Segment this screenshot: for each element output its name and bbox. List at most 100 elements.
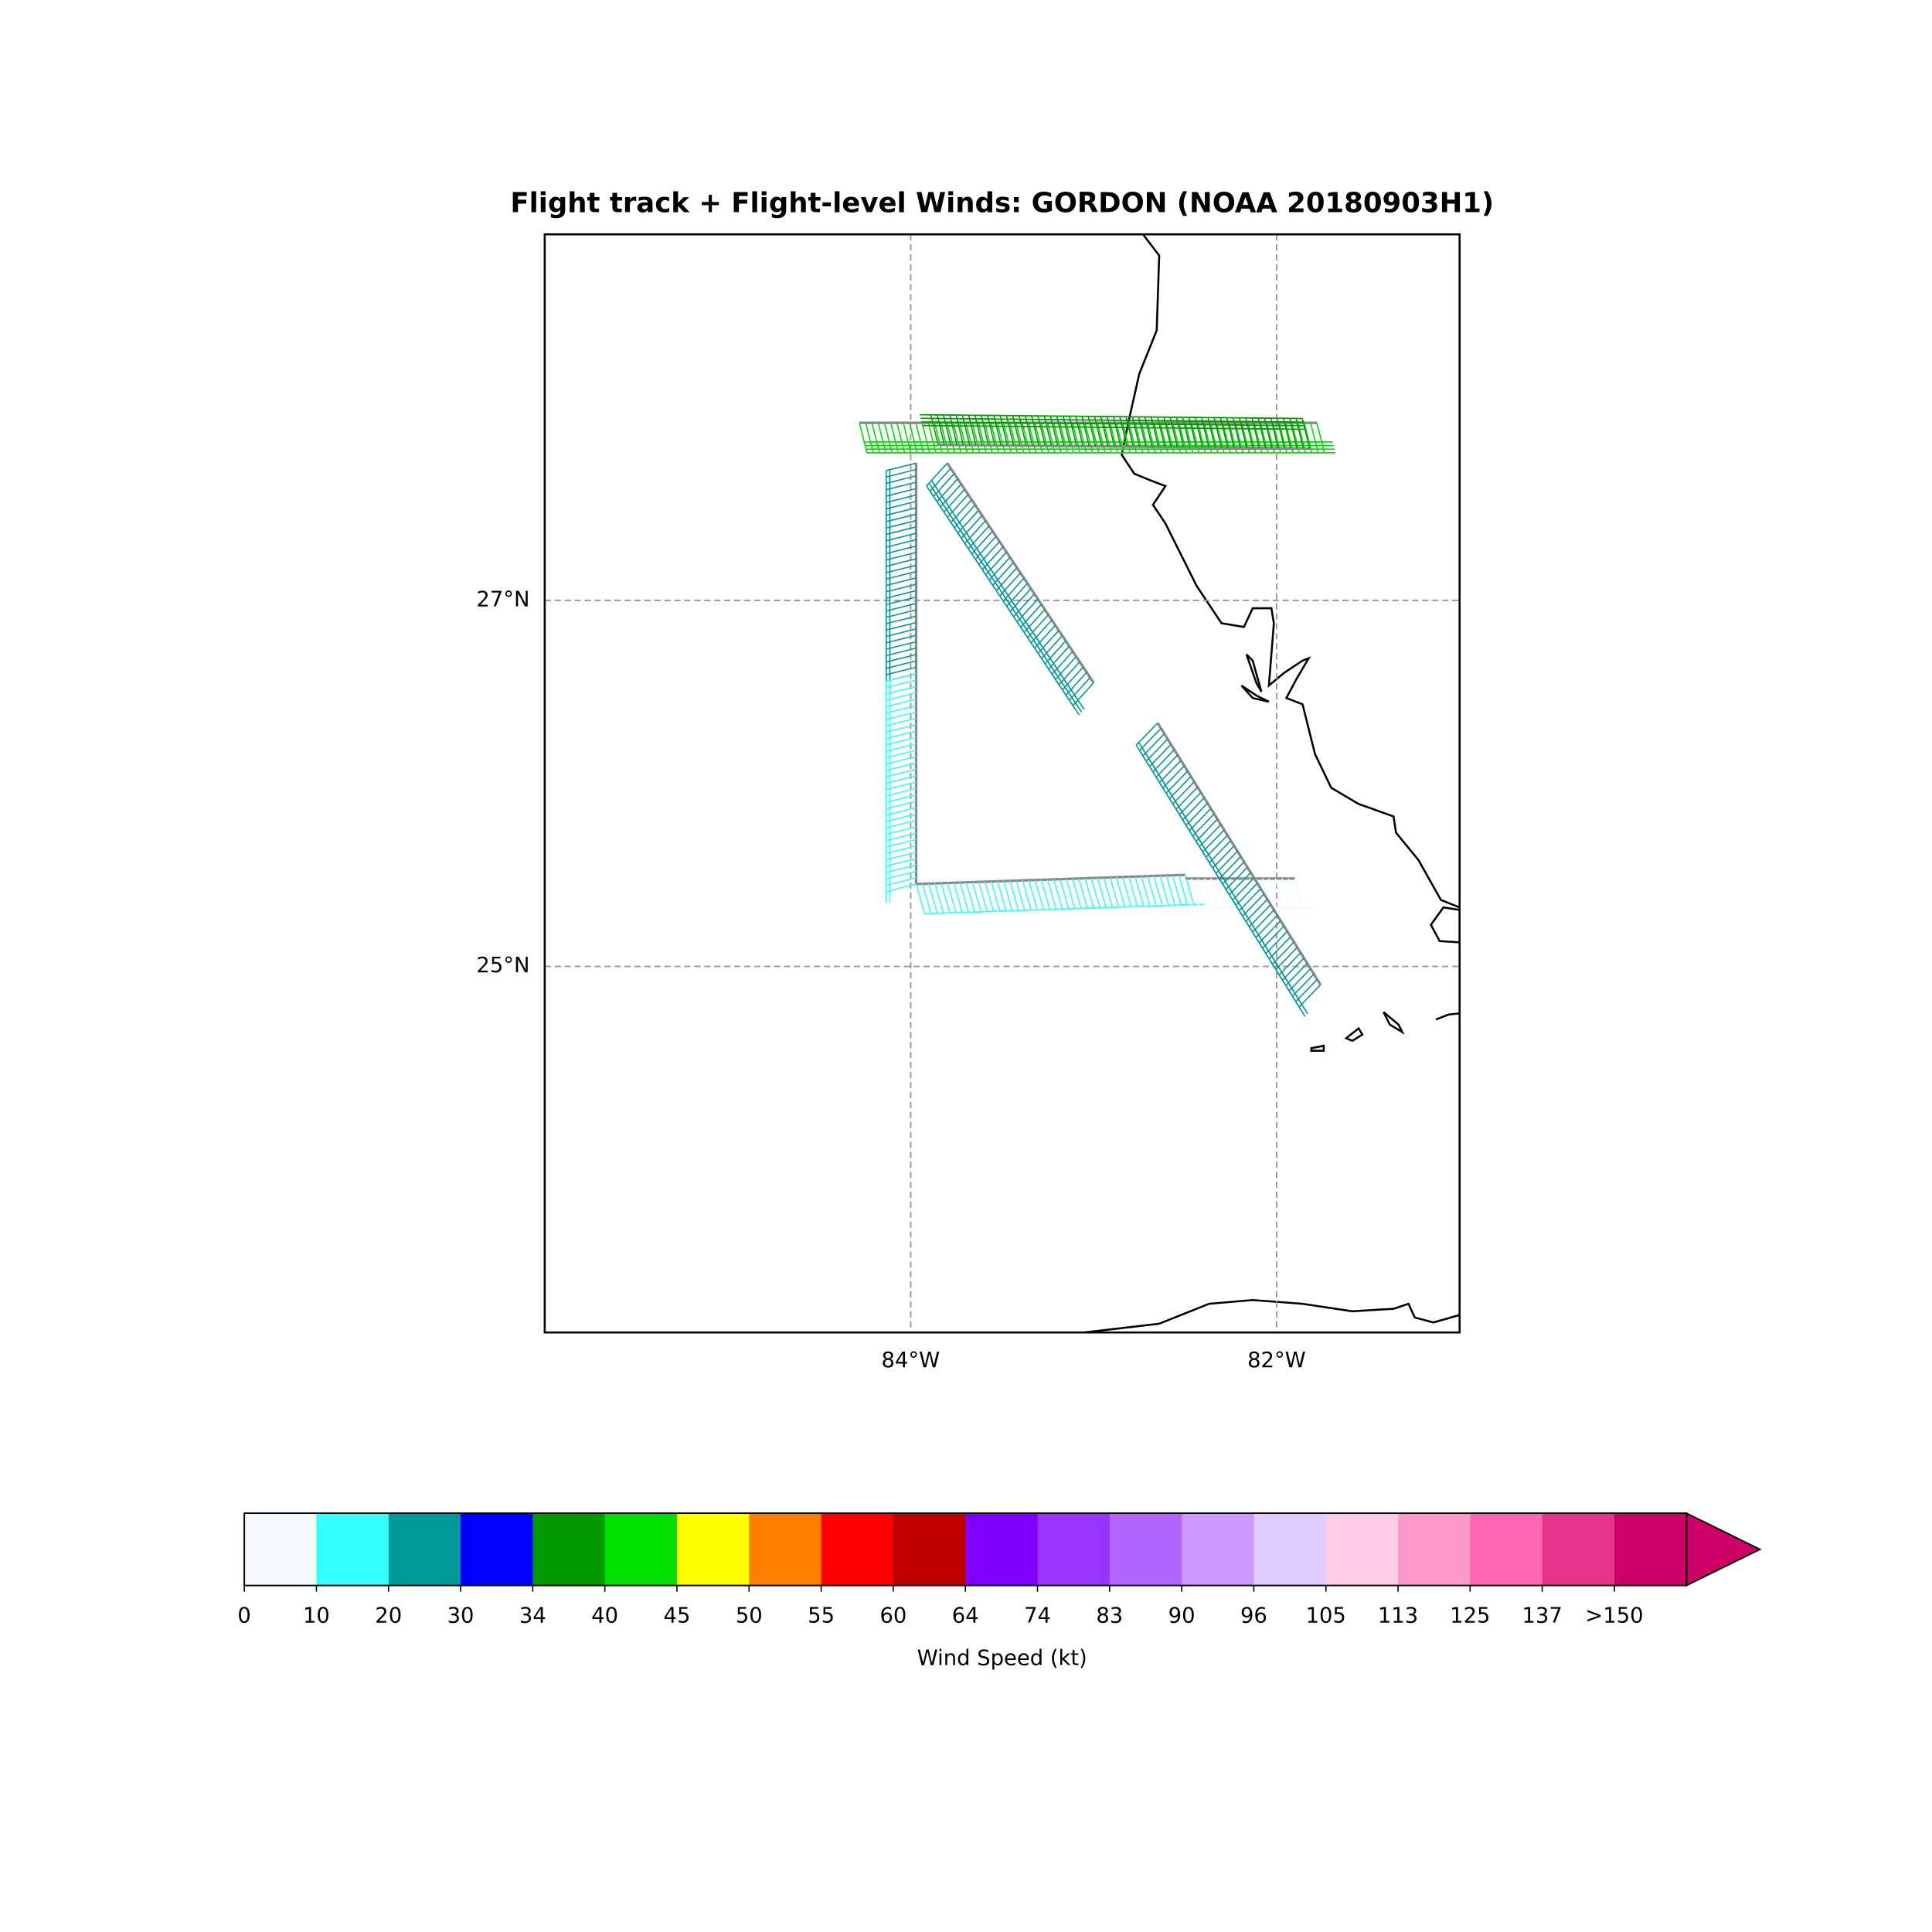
wind-barb <box>988 556 1011 590</box>
wind-barb <box>885 883 917 903</box>
x-tick-label: 82°W <box>1247 1349 1306 1372</box>
colorbar-swatch <box>604 1513 678 1586</box>
wind-barb <box>1097 422 1117 454</box>
wind-barb <box>1044 640 1066 674</box>
wind-barb <box>1070 415 1090 447</box>
wind-barb <box>1184 417 1203 448</box>
wind-barb <box>944 414 964 446</box>
wind-barb <box>1158 416 1179 447</box>
wind-barb <box>1083 415 1103 447</box>
wind-barb <box>1159 422 1179 454</box>
colorbar-tick-label: 10 <box>303 1604 330 1628</box>
wind-barb <box>1078 422 1098 454</box>
wind-barb <box>951 414 971 446</box>
wind-barb <box>871 422 891 454</box>
wind-barb <box>995 567 1018 600</box>
wind-barb <box>1109 422 1129 454</box>
wind-barb <box>1152 416 1172 447</box>
wind-barb <box>1015 422 1036 454</box>
colorbar-tick-label: 60 <box>879 1604 906 1628</box>
wind-barb <box>992 562 1015 595</box>
wind-barb <box>978 422 998 454</box>
wind-barb <box>1046 422 1066 454</box>
map <box>544 233 1461 1334</box>
wind-barb <box>1062 666 1084 700</box>
colorbar-swatch <box>244 1513 318 1586</box>
x-tick-label: 84°W <box>882 1349 940 1372</box>
colorbar-tick-label: >150 <box>1585 1604 1643 1628</box>
wind-barb <box>1040 422 1060 454</box>
colorbar-swatch <box>1614 1513 1688 1586</box>
wind-barb <box>1114 416 1134 447</box>
wind-barb <box>926 413 945 445</box>
wind-barb <box>1197 422 1217 454</box>
colorbar-tick-label: 137 <box>1522 1604 1562 1628</box>
wind-barb <box>1008 414 1027 446</box>
wind-barb <box>971 422 992 454</box>
wind-barb <box>1039 415 1059 447</box>
wind-barb <box>1001 414 1021 446</box>
wind-barb <box>877 422 897 454</box>
colorbar-tick-label: 0 <box>237 1604 250 1628</box>
wind-barb <box>975 536 997 570</box>
wind-barb <box>1178 422 1198 454</box>
wind-barb <box>976 414 996 446</box>
wind-barb <box>1297 422 1317 454</box>
wind-barb <box>1171 417 1191 447</box>
colorbar-tick-label: 83 <box>1096 1604 1123 1628</box>
wind-barb <box>936 478 958 512</box>
wind-barb <box>1165 416 1185 447</box>
wind-barb <box>1022 422 1042 454</box>
y-tick-label: 27°N <box>476 587 529 611</box>
wind-barb <box>1209 417 1229 448</box>
wind-barb <box>927 422 947 454</box>
wind-barb <box>957 509 979 543</box>
wind-barb <box>1127 416 1147 447</box>
colorbar-swatch <box>1325 1513 1399 1586</box>
colorbar-tick-label: 30 <box>447 1604 474 1628</box>
wind-barb <box>1090 422 1111 454</box>
wind-barb <box>938 414 958 446</box>
wind-barb <box>988 414 1009 446</box>
wind-barb <box>1247 417 1267 448</box>
wind-barb <box>1090 415 1109 447</box>
wind-barb <box>1115 422 1135 454</box>
colorbar: 0 10 20 30 34 40 45 50 55 60 64 74 83 90 96 105 113 125 13… <box>237 1512 1762 1628</box>
wind-barb <box>1012 593 1036 627</box>
wind-barb <box>1253 417 1273 449</box>
colorbar-swatch <box>461 1513 534 1586</box>
wind-barb <box>1278 417 1298 449</box>
wind-barb <box>920 413 939 445</box>
colorbar-tick-label: 113 <box>1378 1604 1418 1628</box>
wind-barb <box>909 422 929 454</box>
wind-barb <box>1030 619 1053 653</box>
wind-barb <box>964 520 986 553</box>
wind-barb <box>995 414 1015 446</box>
wind-barb <box>1191 422 1211 454</box>
wind-barb <box>1065 672 1087 705</box>
colorbar-swatch <box>532 1513 606 1586</box>
colorbar-swatch <box>965 1513 1039 1586</box>
colorbar-tick-label: 50 <box>736 1604 763 1628</box>
colorbar-tick-label: 105 <box>1306 1604 1346 1628</box>
wind-barb <box>978 541 1000 574</box>
wind-barb <box>1153 422 1173 454</box>
wind-barb <box>1084 422 1104 454</box>
wind-barb <box>984 422 1004 454</box>
wind-barb <box>1284 417 1304 449</box>
wind-barb <box>1037 630 1060 663</box>
track-line <box>916 873 1185 886</box>
wind-barb <box>1196 417 1216 448</box>
wind-barb <box>1102 416 1121 447</box>
colorbar-tick-label: 34 <box>519 1604 546 1628</box>
wind-barb <box>1026 415 1046 447</box>
wind-barb <box>970 414 989 446</box>
wind-barb <box>1121 416 1141 447</box>
wind-barb <box>1222 422 1242 454</box>
wind-barb <box>940 422 960 454</box>
wind-barb <box>865 422 885 454</box>
title: Flight track + Flight-level Winds: GORDO… <box>510 188 1494 219</box>
wind-barb <box>946 422 966 454</box>
wind-barb <box>1298 984 1321 1017</box>
